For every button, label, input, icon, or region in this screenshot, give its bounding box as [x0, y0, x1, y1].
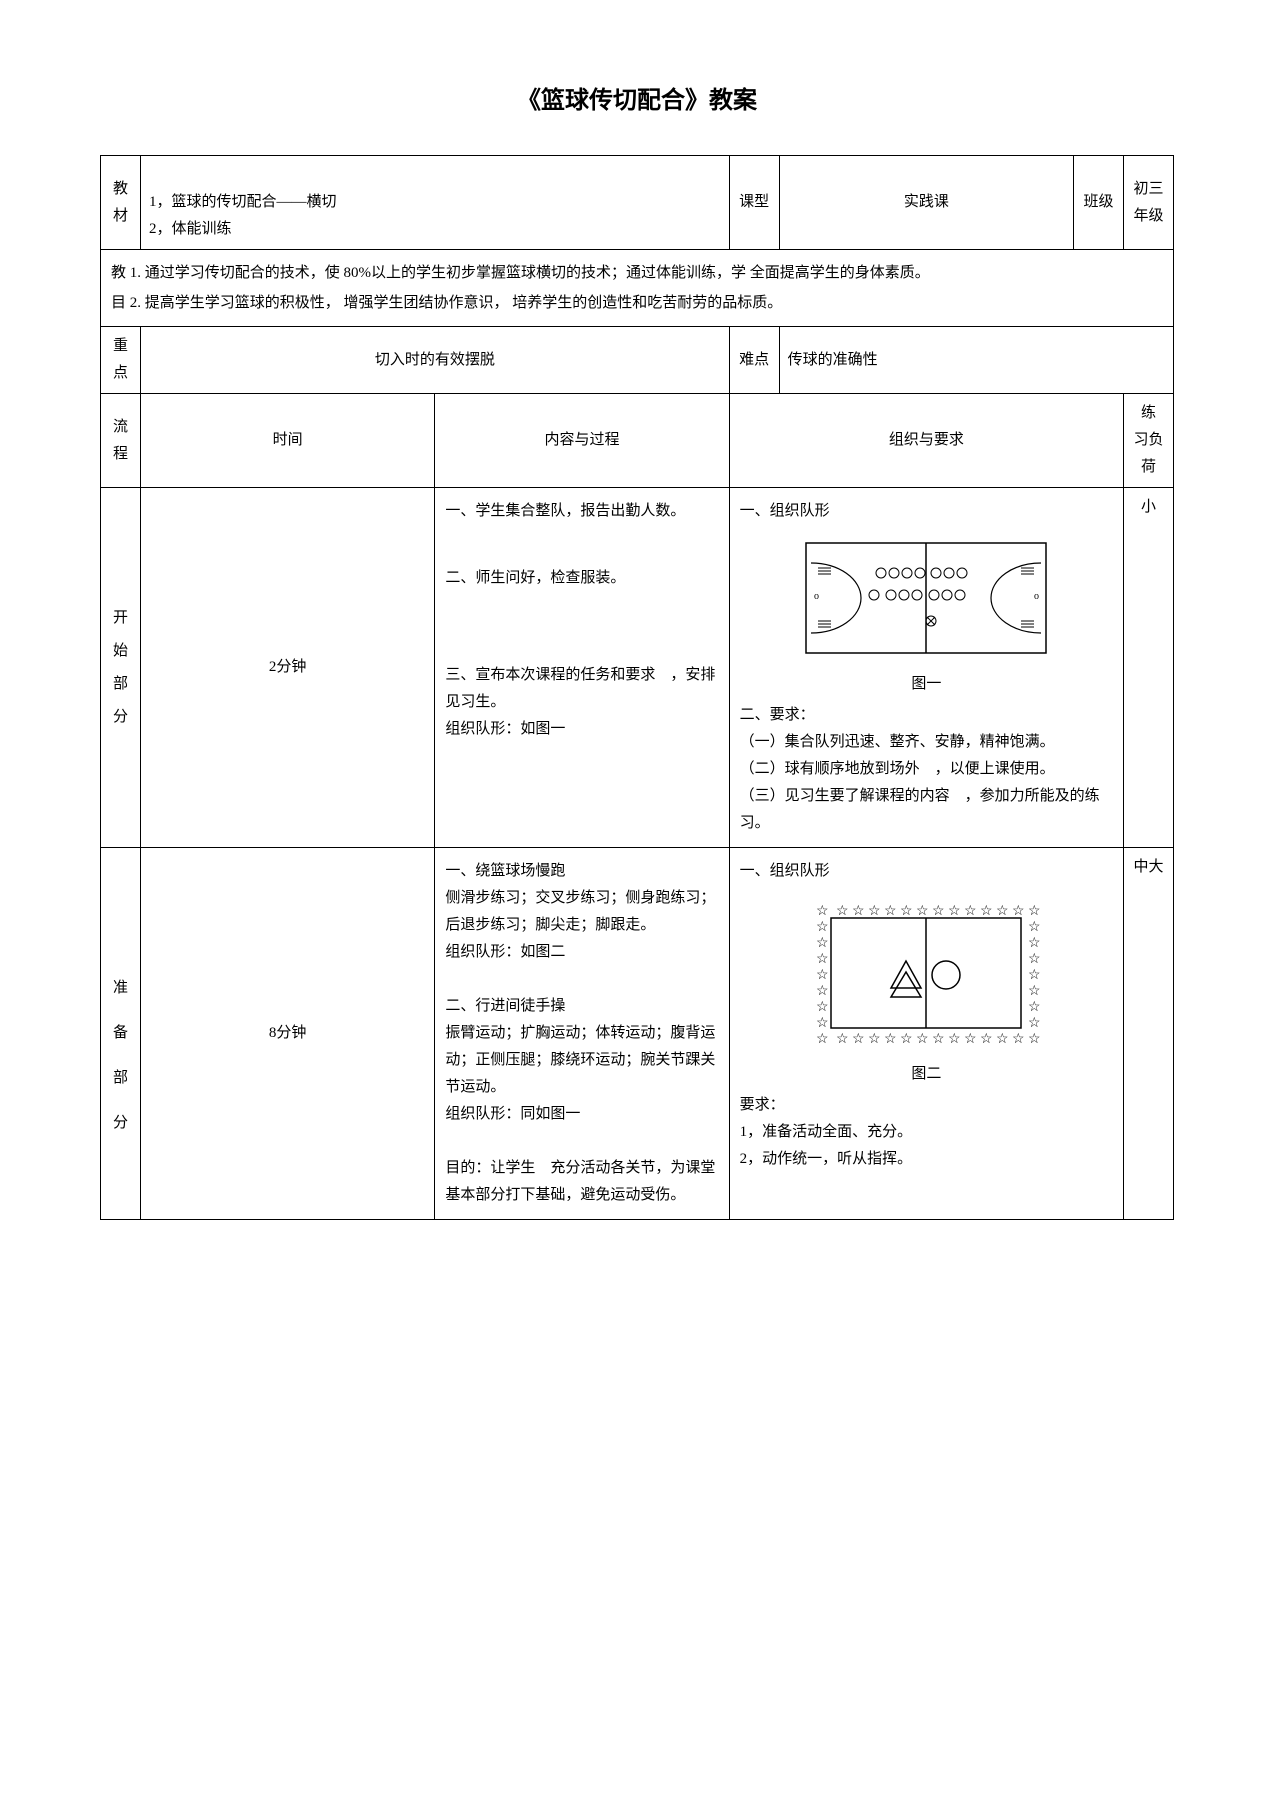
svg-text:o: o — [814, 591, 819, 602]
svg-text:☆: ☆ — [1028, 984, 1041, 999]
section2-name: 准 备 部 分 — [101, 848, 141, 1220]
svg-text:☆: ☆ — [996, 904, 1009, 919]
materials-content: 1，篮球的传切配合——横切 2，体能训练 — [141, 156, 730, 250]
svg-text:o: o — [1034, 591, 1039, 602]
svg-text:☆: ☆ — [868, 904, 881, 919]
teaching-goals: 教 1. 通过学习传切配合的技术，使 80%以上的学生初步掌握篮球横切的技术；通… — [101, 250, 1174, 327]
svg-text:☆: ☆ — [1028, 936, 1041, 951]
svg-text:☆: ☆ — [852, 1032, 865, 1047]
section2-org: 一、组织队形 ☆ ☆☆☆☆☆☆ ☆☆☆☆☆☆ ☆ ☆☆☆☆☆☆☆ ☆☆☆☆☆☆☆… — [729, 848, 1123, 1220]
svg-text:☆: ☆ — [836, 904, 849, 919]
section1-time: 2分钟 — [141, 488, 435, 848]
svg-text:☆: ☆ — [1028, 968, 1041, 983]
svg-text:☆: ☆ — [884, 1032, 897, 1047]
svg-text:☆: ☆ — [980, 904, 993, 919]
svg-text:☆: ☆ — [816, 1016, 829, 1031]
svg-text:☆: ☆ — [900, 904, 913, 919]
header-time: 时间 — [141, 394, 435, 488]
svg-text:☆: ☆ — [932, 904, 945, 919]
section1-load: 小 — [1124, 488, 1174, 848]
svg-text:☆: ☆ — [964, 904, 977, 919]
svg-text:☆: ☆ — [980, 1032, 993, 1047]
svg-text:☆: ☆ — [1012, 904, 1025, 919]
svg-text:☆: ☆ — [996, 1032, 1009, 1047]
difficulty-label: 难点 — [729, 327, 779, 394]
svg-text:☆: ☆ — [816, 952, 829, 967]
svg-text:☆: ☆ — [1028, 920, 1041, 935]
header-content: 内容与过程 — [435, 394, 729, 488]
svg-text:☆: ☆ — [1028, 1016, 1041, 1031]
svg-text:☆: ☆ — [948, 904, 961, 919]
section1-name: 开始部分 — [101, 488, 141, 848]
section2-load: 中大 — [1124, 848, 1174, 1220]
svg-text:☆: ☆ — [868, 1032, 881, 1047]
figure-two-diagram: ☆ ☆☆☆☆☆☆ ☆☆☆☆☆☆ ☆ ☆☆☆☆☆☆☆ ☆☆☆☆☆☆☆ ☆ ☆☆☆☆… — [796, 893, 1056, 1053]
svg-text:☆: ☆ — [836, 1032, 849, 1047]
svg-text:☆: ☆ — [816, 920, 829, 935]
svg-text:☆: ☆ — [1028, 904, 1041, 919]
svg-text:☆: ☆ — [900, 1032, 913, 1047]
header-flow: 流程 — [101, 394, 141, 488]
svg-text:☆: ☆ — [948, 1032, 961, 1047]
svg-text:☆: ☆ — [884, 904, 897, 919]
svg-text:☆: ☆ — [816, 984, 829, 999]
section1-org: 一、组织队形 — [729, 488, 1123, 848]
page-title: 《篮球传切配合》教案 — [100, 80, 1174, 115]
svg-text:☆: ☆ — [816, 936, 829, 951]
svg-text:☆: ☆ — [964, 1032, 977, 1047]
svg-text:☆: ☆ — [816, 968, 829, 983]
header-org: 组织与要求 — [729, 394, 1123, 488]
figure-one-caption: 图一 — [740, 671, 1113, 698]
section2-time: 8分钟 — [141, 848, 435, 1220]
svg-text:☆: ☆ — [816, 904, 829, 919]
figure-two-caption: 图二 — [740, 1061, 1113, 1088]
section1-content: 一、学生集合整队，报告出勤人数。 二、师生问好，检查服装。 三、宣布本次课程的任… — [435, 488, 729, 848]
svg-text:☆: ☆ — [852, 904, 865, 919]
svg-text:☆: ☆ — [1028, 1000, 1041, 1015]
type-label: 课型 — [729, 156, 779, 250]
svg-text:☆: ☆ — [916, 1032, 929, 1047]
svg-text:☆: ☆ — [932, 1032, 945, 1047]
type-value: 实践课 — [779, 156, 1073, 250]
class-value: 初三年级 — [1124, 156, 1174, 250]
svg-text:☆: ☆ — [1028, 952, 1041, 967]
keypoint-value: 切入时的有效摆脱 — [141, 327, 730, 394]
keypoint-label: 重点 — [101, 327, 141, 394]
lesson-plan-table: 教材 1，篮球的传切配合——横切 2，体能训练 课型 实践课 班级 初三年级 教… — [100, 155, 1174, 1220]
svg-text:☆: ☆ — [816, 1000, 829, 1015]
class-label: 班级 — [1074, 156, 1124, 250]
header-load: 练 习负荷 — [1124, 394, 1174, 488]
figure-one-diagram: o o — [796, 533, 1056, 663]
svg-text:☆: ☆ — [1012, 1032, 1025, 1047]
svg-text:☆: ☆ — [1028, 1032, 1041, 1047]
section2-content: 一、绕篮球场慢跑 侧滑步练习；交叉步练习；侧身跑练习；后退步练习；脚尖走；脚跟走… — [435, 848, 729, 1220]
difficulty-value: 传球的准确性 — [779, 327, 1173, 394]
materials-label: 教材 — [101, 156, 141, 250]
svg-text:☆: ☆ — [816, 1032, 829, 1047]
svg-text:☆: ☆ — [916, 904, 929, 919]
